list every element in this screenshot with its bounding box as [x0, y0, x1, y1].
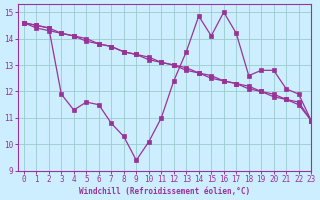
X-axis label: Windchill (Refroidissement éolien,°C): Windchill (Refroidissement éolien,°C)	[79, 187, 250, 196]
